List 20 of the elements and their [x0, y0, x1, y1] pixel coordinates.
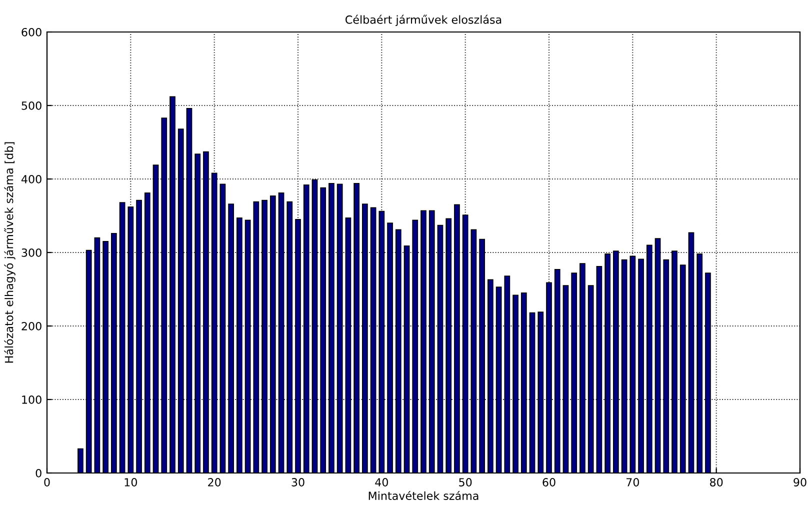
y-tick-label: 600: [22, 28, 42, 36]
x-tick-label: 50: [459, 478, 472, 486]
x-tick-label: 10: [124, 478, 137, 486]
chart-title: Célbaért járművek eloszlása: [346, 14, 502, 26]
y-tick-label: 200: [22, 322, 42, 330]
x-tick-label: 80: [710, 478, 723, 486]
x-axis-title: Mintavételek száma: [368, 490, 478, 500]
y-axis-title: Hálózatot elhagyó járművek száma [db]: [4, 142, 16, 363]
x-tick-label: 70: [626, 478, 639, 486]
x-tick-label: 90: [794, 478, 806, 486]
x-tick-label: 0: [44, 478, 50, 486]
y-tick-label: 400: [21, 174, 42, 184]
y-tick-label: 300: [22, 248, 42, 257]
x-tick-label: 20: [208, 478, 221, 486]
y-tick-label: 100: [22, 395, 42, 404]
x-tick-label: 30: [292, 478, 304, 486]
y-tick-label: 500: [22, 101, 42, 110]
x-tick-label: 40: [375, 478, 388, 486]
y-tick-label: 0: [36, 468, 42, 478]
x-tick-label: 60: [542, 478, 556, 486]
